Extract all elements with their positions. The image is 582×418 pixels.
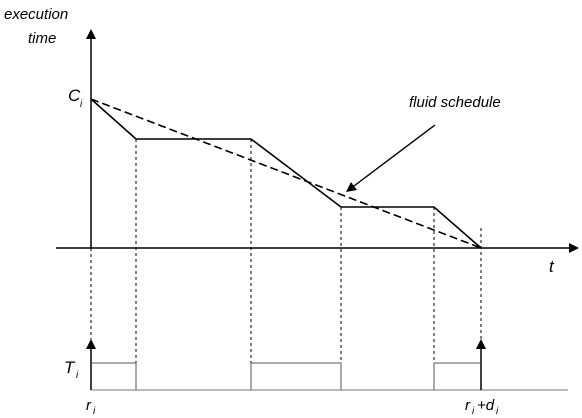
y-axis-label-line1: execution: [4, 6, 68, 23]
c-label-subscript: i: [80, 99, 83, 110]
T-label-subscript: i: [76, 370, 79, 381]
T-label: T: [64, 358, 76, 377]
execution-slots: [91, 363, 481, 390]
r-label: r: [86, 397, 92, 414]
deadline-r-subscript: i: [472, 406, 475, 417]
fluid-schedule-label: fluid schedule: [409, 94, 501, 111]
guide-lines: [91, 139, 481, 363]
deadline-r-label: r: [465, 397, 471, 414]
r-label-subscript: i: [93, 406, 96, 417]
execution-slot-2: [251, 363, 341, 390]
execution-slot-1: [91, 363, 136, 390]
fluid-schedule-pointer: [350, 125, 435, 189]
execution-slot-3: [434, 363, 481, 390]
t-axis-label: t: [549, 257, 555, 276]
deadline-d-subscript: i: [496, 406, 499, 417]
fluid-schedule-line: [91, 99, 481, 248]
deadline-plus-d-label: +d: [477, 397, 495, 414]
y-axis-label-line2: time: [28, 30, 56, 47]
